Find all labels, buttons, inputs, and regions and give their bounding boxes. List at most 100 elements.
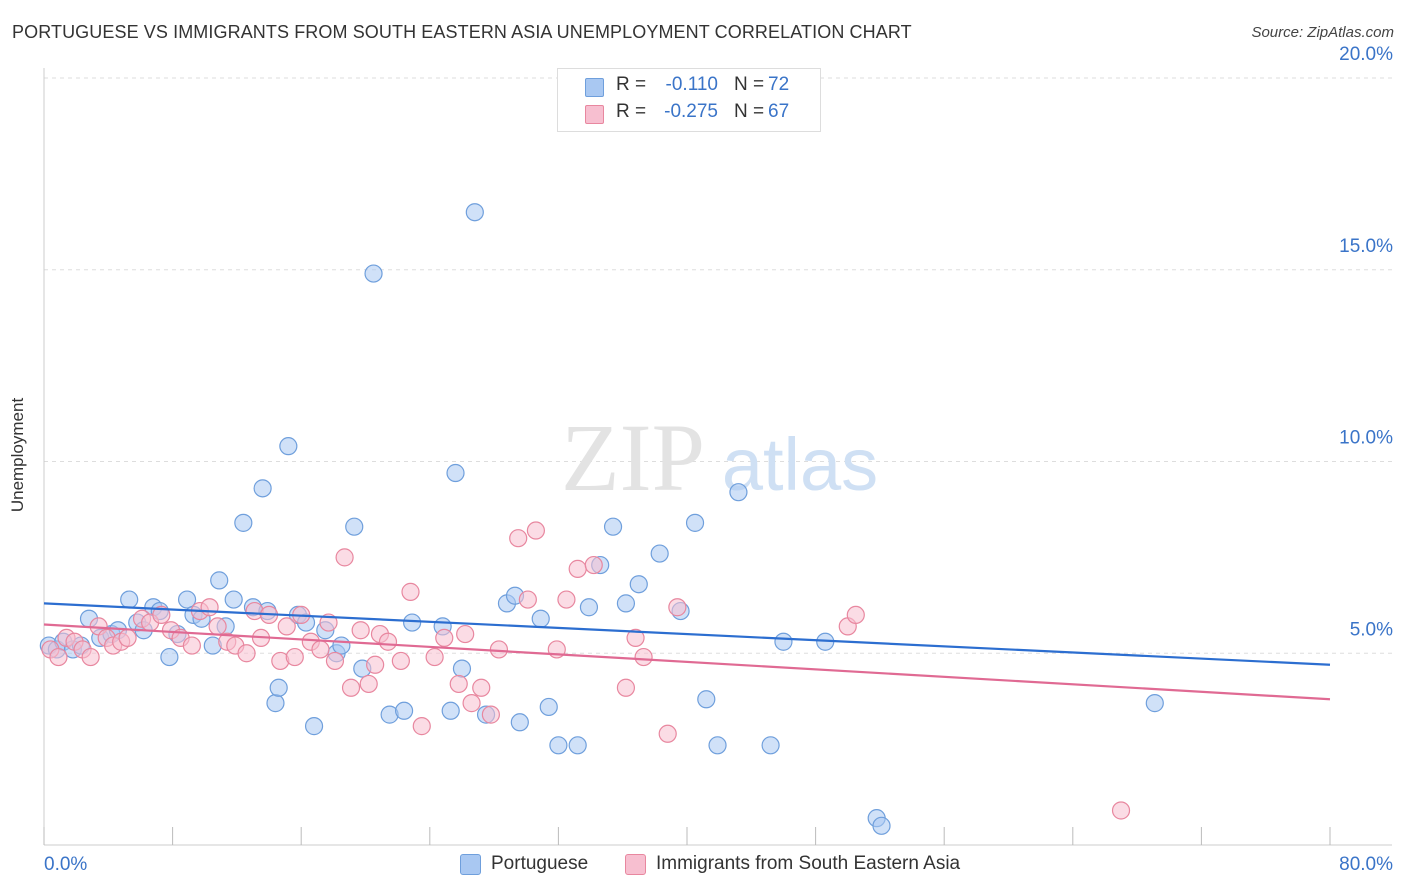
- data-point-immigrants: [182, 636, 201, 655]
- data-point-immigrants: [668, 598, 687, 617]
- data-point-portuguese: [224, 590, 243, 609]
- data-point-portuguese: [446, 463, 465, 483]
- data-point-immigrants: [526, 521, 545, 540]
- data-point-portuguese: [345, 517, 364, 536]
- data-point-portuguese: [1145, 694, 1164, 713]
- data-point-immigrants: [425, 647, 444, 667]
- axis-layer: [43, 68, 1392, 846]
- data-point-immigrants: [359, 674, 378, 694]
- data-point-immigrants: [658, 724, 677, 743]
- data-point-immigrants: [200, 598, 219, 617]
- grid-layer: [44, 77, 1392, 654]
- trend-line-immigrants: [43, 623, 1331, 701]
- data-point-immigrants: [489, 640, 509, 659]
- data-point-portuguese: [568, 736, 587, 755]
- data-point-immigrants: [319, 613, 338, 632]
- y-axis-label: Unemployment: [8, 397, 27, 513]
- data-point-portuguese: [616, 594, 636, 613]
- tick-labels: 5.0% 10.0% 15.0% 20.0% 0.0% 80.0%: [44, 44, 1393, 875]
- legend-swatch-portuguese: [460, 853, 481, 875]
- data-point-portuguese: [872, 816, 891, 835]
- x-tick-label: 0.0%: [44, 854, 87, 875]
- data-point-portuguese: [531, 609, 550, 628]
- data-point-portuguese: [761, 736, 780, 755]
- data-point-immigrants: [634, 647, 653, 667]
- data-point-portuguese: [539, 697, 558, 717]
- y-tick-label: 15.0%: [1339, 236, 1393, 257]
- data-point-portuguese: [279, 437, 298, 456]
- data-point-immigrants: [626, 628, 645, 648]
- data-point-portuguese: [120, 590, 139, 609]
- stats-swatch-portuguese: [585, 78, 604, 97]
- data-point-immigrants: [341, 678, 361, 697]
- data-point-immigrants: [462, 694, 481, 713]
- data-point-portuguese: [685, 513, 705, 532]
- data-point-portuguese: [364, 264, 383, 283]
- data-point-immigrants: [401, 582, 420, 601]
- data-point-immigrants: [351, 621, 370, 640]
- trend-line-portuguese: [43, 602, 1331, 666]
- data-point-portuguese: [403, 613, 422, 632]
- legend-item-immigrants[interactable]: Immigrants from South Eastern Asia: [625, 852, 960, 876]
- data-point-portuguese: [697, 690, 716, 709]
- legend-label-immigrants: Immigrants from South Eastern Asia: [656, 853, 961, 874]
- data-point-immigrants: [208, 617, 227, 636]
- data-point-portuguese: [510, 713, 529, 732]
- data-point-immigrants: [311, 640, 330, 659]
- x-tick-label: 80.0%: [1339, 854, 1393, 875]
- data-point-portuguese: [549, 736, 568, 755]
- trend-layer: [43, 602, 1331, 701]
- stats-swatch-immigrants: [585, 105, 604, 124]
- data-point-immigrants: [366, 655, 385, 674]
- stats-n-label: N =: [734, 101, 765, 122]
- data-point-immigrants: [449, 674, 468, 694]
- data-point-immigrants: [846, 605, 865, 625]
- data-point-portuguese: [332, 636, 351, 655]
- stats-r-label: R =: [616, 74, 647, 95]
- data-point-portuguese: [266, 694, 285, 713]
- stats-box: R = -0.110 N = 72 R = -0.275 N = 67: [557, 68, 821, 132]
- data-point-immigrants: [472, 678, 491, 697]
- data-point-portuguese: [394, 701, 414, 720]
- data-point-portuguese: [629, 575, 648, 594]
- data-point-immigrants: [325, 651, 345, 671]
- data-point-immigrants: [391, 651, 410, 671]
- watermark-zip: ZIP: [561, 404, 705, 511]
- chart-legend: Portuguese Immigrants from South Eastern…: [0, 852, 1406, 876]
- data-point-immigrants: [152, 605, 171, 625]
- stats-n-value: 72: [768, 74, 790, 95]
- stats-n-value: 67: [768, 101, 790, 122]
- stats-r-value: -0.275: [664, 101, 718, 122]
- data-point-portuguese: [304, 717, 324, 736]
- y-tick-label: 10.0%: [1339, 428, 1393, 449]
- data-point-immigrants: [557, 590, 576, 609]
- data-point-portuguese: [650, 544, 669, 563]
- data-point-immigrants: [456, 624, 475, 644]
- data-point-portuguese: [441, 701, 460, 720]
- data-point-portuguese: [177, 590, 197, 609]
- data-point-portuguese: [708, 736, 727, 755]
- data-point-portuguese: [729, 483, 748, 502]
- source-label: Source: ZipAtlas.com: [1251, 24, 1394, 41]
- data-point-immigrants: [518, 590, 537, 609]
- data-point-immigrants: [616, 678, 636, 697]
- data-point-immigrants: [481, 705, 500, 724]
- data-point-portuguese: [603, 517, 623, 536]
- data-point-portuguese: [465, 203, 484, 222]
- data-point-immigrants: [237, 644, 256, 663]
- stats-r-value: -0.110: [665, 74, 718, 95]
- legend-item-portuguese[interactable]: Portuguese: [460, 852, 588, 876]
- chart-title: PORTUGUESE VS IMMIGRANTS FROM SOUTH EAST…: [12, 22, 912, 42]
- data-point-portuguese: [452, 659, 472, 678]
- data-point-immigrants: [509, 529, 528, 548]
- stats-r-label: R =: [616, 101, 647, 122]
- data-point-portuguese: [160, 647, 179, 667]
- y-tick-label: 5.0%: [1350, 619, 1393, 640]
- data-point-portuguese: [234, 513, 253, 532]
- data-point-portuguese: [579, 598, 599, 617]
- watermark: ZIP atlas: [561, 404, 878, 511]
- data-point-immigrants: [277, 617, 296, 636]
- data-point-immigrants: [118, 628, 137, 648]
- data-point-portuguese: [774, 632, 793, 651]
